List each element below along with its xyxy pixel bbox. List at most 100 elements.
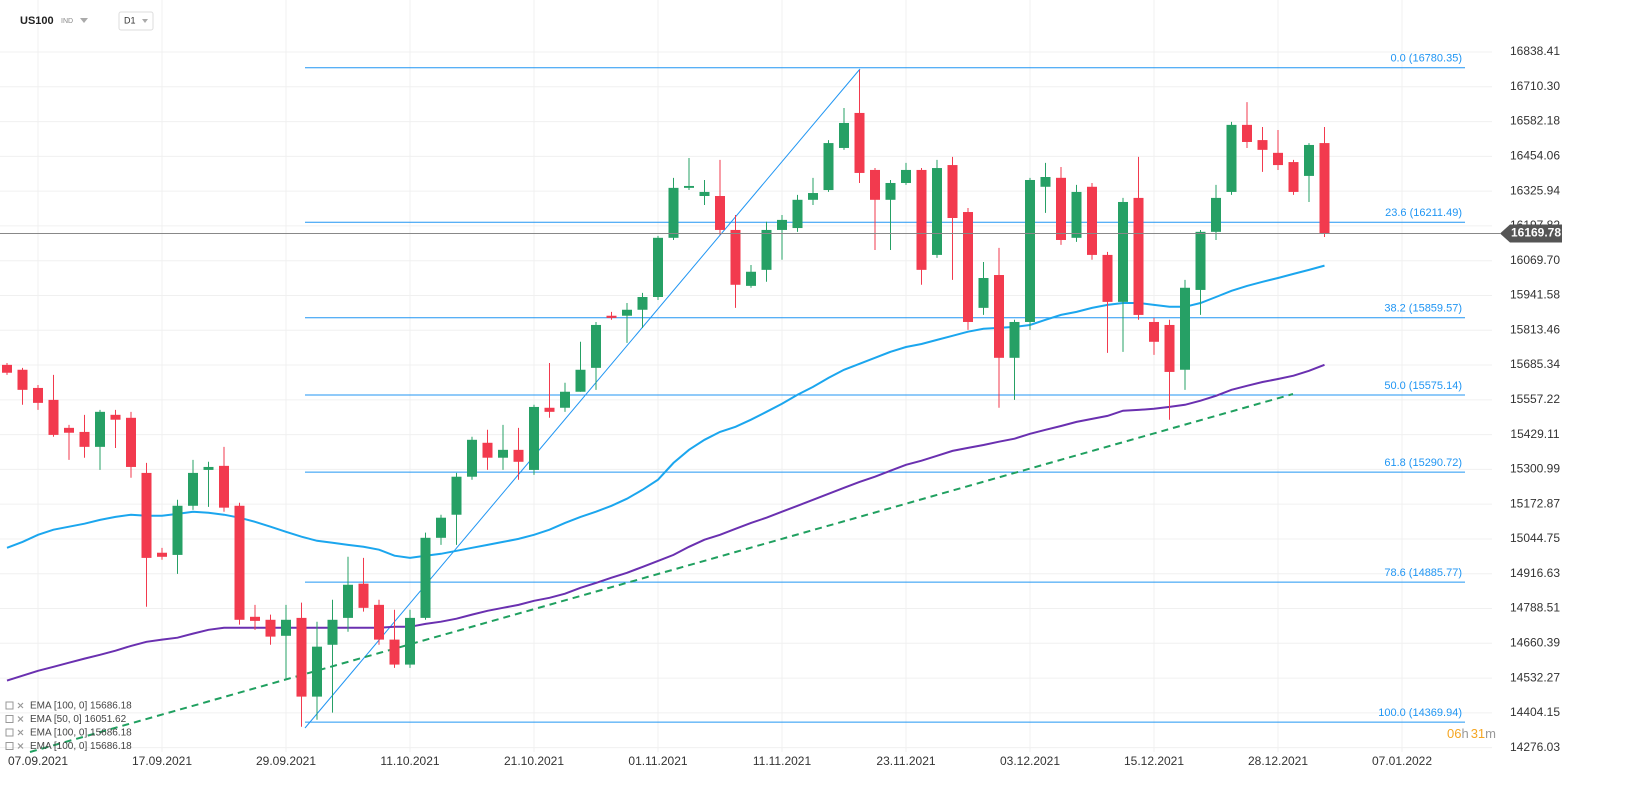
candle-body (513, 449, 524, 462)
candle-body (358, 583, 369, 608)
fib-label: 61.8 (15290.72) (1384, 457, 1462, 469)
candle-body (95, 411, 105, 447)
x-tick-label: 11.11.2021 (753, 754, 812, 768)
ema-line (6, 363, 1325, 682)
candle-body (1040, 177, 1051, 187)
candle-body (1211, 197, 1221, 232)
countdown-hours: 06 (1447, 726, 1461, 741)
candle-body (79, 431, 90, 447)
candle-body (963, 212, 973, 322)
trend-line (29, 393, 1294, 753)
interval: D1 (124, 15, 136, 25)
candle-body (653, 237, 663, 297)
y-tick-label: 16710.30 (1510, 79, 1560, 93)
candle-body (157, 552, 167, 557)
candle-body (978, 277, 989, 308)
candle-body (1087, 186, 1097, 255)
candle-body (932, 168, 942, 255)
grid (0, 0, 1492, 752)
x-tick-label: 29.09.2021 (256, 754, 316, 768)
symbol: US100 (20, 15, 54, 27)
legend: EMA [100, 0] 15686.18 EMA [50, 0] 16051.6… (5, 701, 132, 752)
candle-body (110, 414, 121, 420)
candle-body (529, 406, 539, 470)
candle-body (823, 143, 834, 191)
legend-close (17, 702, 24, 709)
candle-body (1164, 324, 1175, 372)
candle-body (141, 472, 152, 558)
candle-body (188, 472, 198, 506)
candle-body (172, 505, 183, 555)
candle-body (498, 449, 508, 458)
candle-body (1195, 231, 1206, 290)
candle-body (33, 387, 43, 403)
x-tick-label: 01.11.2021 (628, 754, 687, 768)
candle-body (544, 407, 555, 412)
legend-icon (5, 728, 14, 737)
candle-body (715, 196, 725, 230)
market: IND (61, 18, 73, 25)
candle-body (1102, 254, 1113, 302)
fibonacci: 0.0 (16780.35) 23.6 (16211.49) 38.2 (15859… (305, 53, 1465, 723)
x-tick-label: 17.09.2021 (132, 754, 192, 768)
y-tick-label: 14404.15 (1510, 705, 1560, 719)
y-tick-label: 14660.39 (1510, 635, 1560, 649)
candle-body (436, 517, 446, 538)
candle-body (296, 617, 307, 697)
candle-body (947, 165, 958, 218)
candle-body (854, 112, 865, 173)
fib-label: 50.0 (15575.14) (1384, 380, 1462, 392)
candles (2, 70, 1330, 727)
candle-body (1149, 321, 1159, 342)
candle-body (1319, 143, 1330, 234)
y-tick-label: 14788.51 (1510, 601, 1560, 615)
candle-body (234, 505, 245, 620)
candle-body (1025, 179, 1035, 322)
ema-lines (6, 264, 1325, 682)
candle-body (560, 391, 570, 408)
x-tick-label: 15.12.2021 (1124, 754, 1184, 768)
candle-body (389, 639, 400, 665)
y-tick-label: 16838.41 (1510, 44, 1560, 58)
y-tick-label: 16454.06 (1510, 149, 1560, 163)
candle-body (591, 324, 601, 368)
fib-label: 0.0 (16780.35) (1390, 53, 1462, 65)
candle-body (916, 169, 927, 270)
y-tick-label: 14276.03 (1510, 740, 1560, 754)
candle-body (1304, 144, 1314, 176)
x-tick-label: 03.12.2021 (1000, 754, 1060, 768)
fib-label: 23.6 (16211.49) (1385, 207, 1462, 219)
interval-box[interactable] (118, 11, 154, 31)
candle-body (126, 417, 136, 467)
y-tick-label: 15172.87 (1510, 496, 1560, 510)
fib-label: 100.0 (14369.94) (1378, 707, 1462, 719)
y-tick-label: 16325.94 (1510, 183, 1560, 197)
y-tick-label: 15429.11 (1510, 427, 1559, 441)
candle-body (1273, 152, 1283, 166)
candle-body (343, 584, 353, 618)
candle-body (885, 182, 896, 200)
candle-body (808, 193, 818, 200)
legend-close (17, 743, 24, 749)
countdown: 06h 31m (1447, 726, 1496, 741)
countdown-minutes: 31 (1471, 726, 1485, 741)
interval-arrow (142, 19, 148, 23)
candle-body (746, 271, 756, 286)
candle-body (17, 369, 28, 390)
fib-label: 78.6 (14885.77) (1384, 567, 1462, 579)
dropdown-arrow[interactable] (80, 18, 88, 23)
candle-body (1056, 177, 1066, 240)
legend-entry: EMA [100, 0] 15686.18 (30, 741, 132, 752)
x-tick-label: 23.11.2021 (876, 754, 935, 768)
y-tick-label: 15557.22 (1510, 392, 1560, 406)
candle-body (684, 185, 694, 188)
x-tick-label: 07.01.2022 (1372, 754, 1432, 768)
y-tick-label: 14532.27 (1510, 670, 1560, 684)
legend-icon (5, 715, 14, 723)
candle-body (1257, 140, 1268, 150)
x-tick-label: 11.10.2021 (380, 754, 439, 768)
candle-body (219, 465, 229, 508)
x-tick-label: 07.09.2021 (8, 754, 68, 768)
countdown-m: m (1485, 726, 1496, 741)
candle-body (870, 169, 880, 200)
